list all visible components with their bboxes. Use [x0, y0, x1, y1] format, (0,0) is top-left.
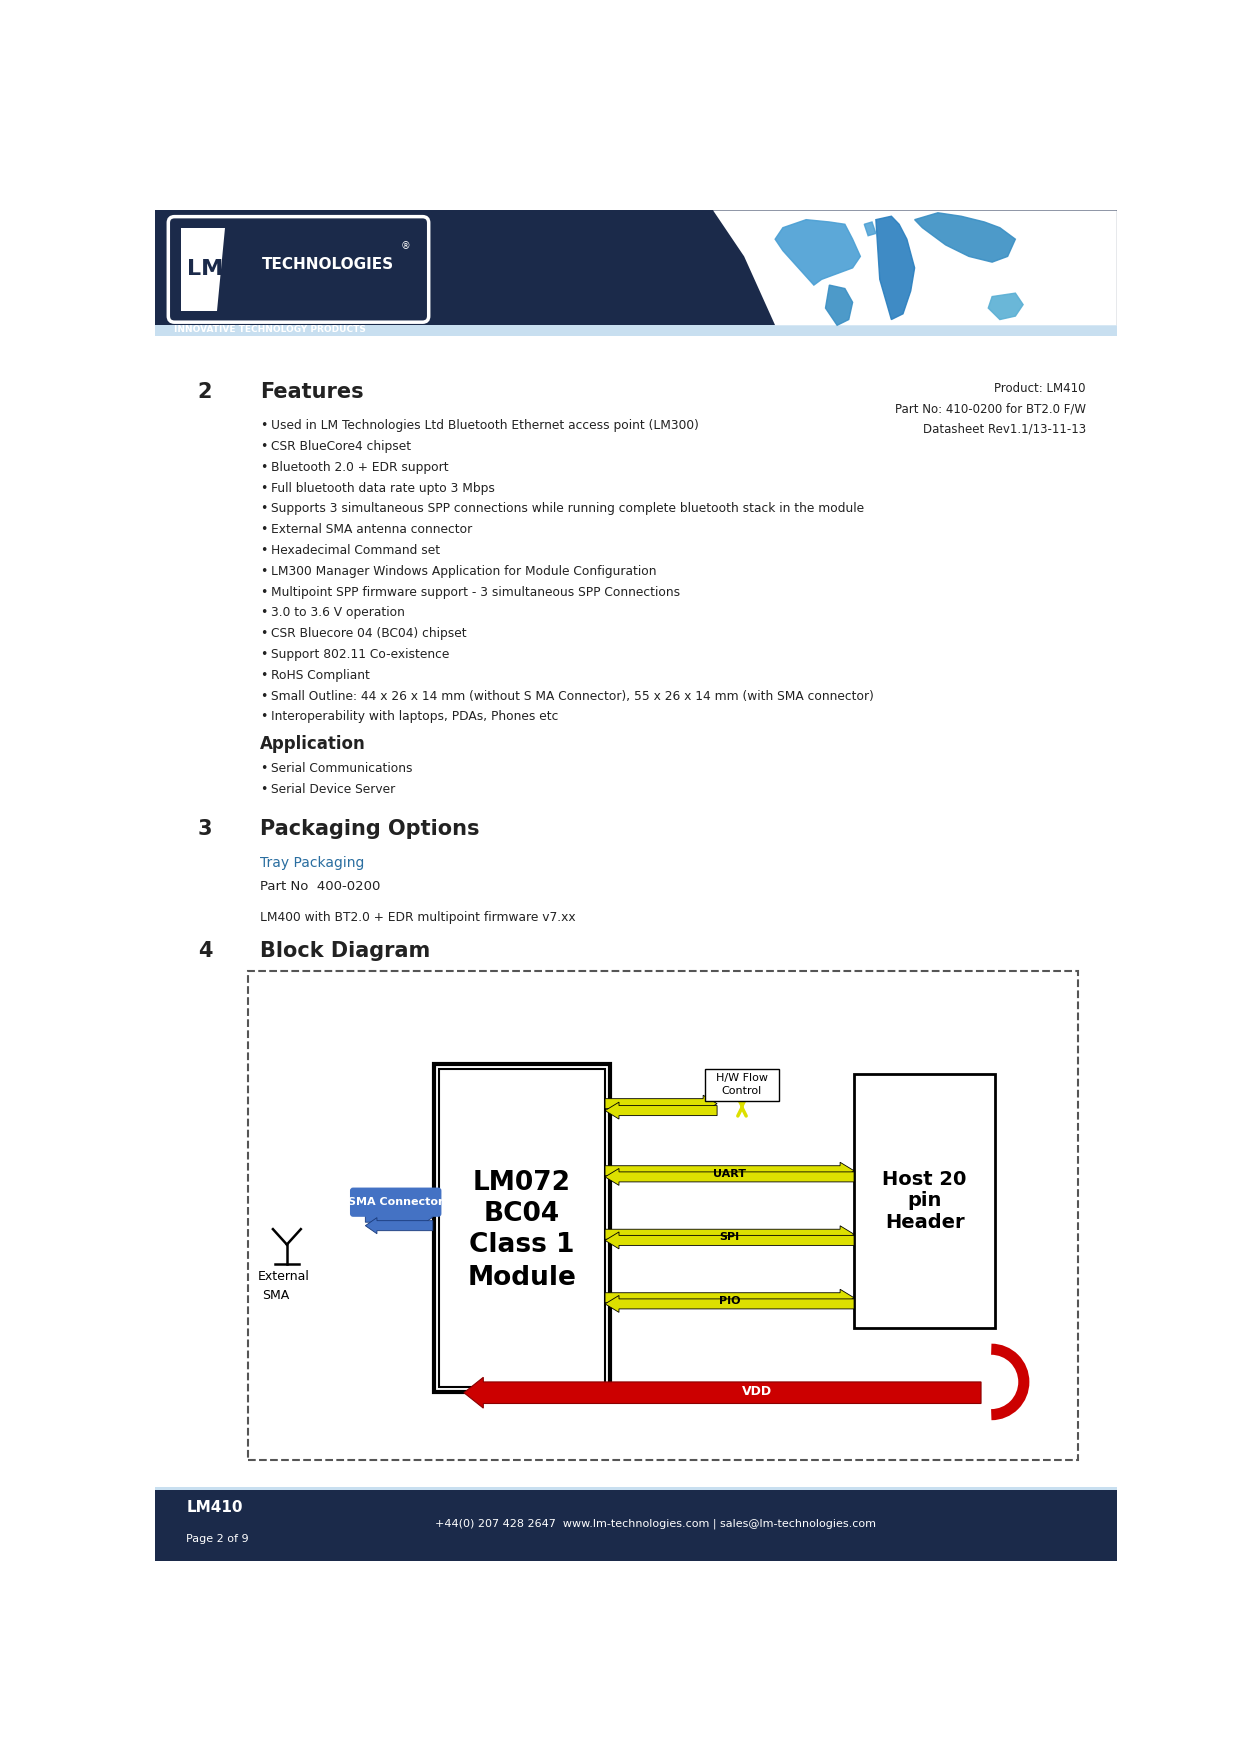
Text: H/W Flow
Control: H/W Flow Control	[716, 1073, 768, 1096]
Text: Hexadecimal Command set: Hexadecimal Command set	[272, 544, 441, 558]
FancyArrow shape	[606, 1231, 854, 1249]
Text: 4: 4	[197, 940, 212, 961]
Text: Class 1: Class 1	[469, 1231, 575, 1258]
Text: Bluetooth 2.0 + EDR support: Bluetooth 2.0 + EDR support	[272, 461, 449, 474]
FancyArrow shape	[606, 1296, 854, 1312]
Bar	[248, 972, 1078, 1459]
FancyArrow shape	[606, 1168, 854, 1186]
Text: •: •	[259, 710, 267, 723]
Text: Part No  400-0200: Part No 400-0200	[259, 881, 380, 893]
Polygon shape	[776, 219, 860, 286]
Text: •: •	[259, 782, 267, 796]
Text: VDD: VDD	[742, 1386, 772, 1398]
Bar	[433, 1063, 611, 1393]
Polygon shape	[988, 293, 1023, 319]
Text: Support 802.11 Co-existence: Support 802.11 Co-existence	[272, 647, 449, 661]
Text: LM072: LM072	[473, 1170, 571, 1196]
Text: •: •	[259, 502, 267, 516]
Text: CSR BlueCore4 chipset: CSR BlueCore4 chipset	[272, 440, 412, 453]
Text: SMA: SMA	[262, 1289, 289, 1301]
Text: 3.0 to 3.6 V operation: 3.0 to 3.6 V operation	[272, 607, 406, 619]
FancyBboxPatch shape	[350, 1187, 442, 1217]
Text: Header: Header	[885, 1214, 964, 1231]
Text: Application: Application	[259, 735, 366, 752]
Text: pin: pin	[907, 1191, 942, 1210]
Text: INNOVATIVE TECHNOLOGY PRODUCTS: INNOVATIVE TECHNOLOGY PRODUCTS	[175, 324, 366, 335]
FancyBboxPatch shape	[169, 217, 428, 323]
FancyArrow shape	[365, 1209, 433, 1226]
Text: Module: Module	[468, 1265, 577, 1291]
Text: •: •	[259, 419, 267, 431]
Text: RoHS Compliant: RoHS Compliant	[272, 668, 370, 682]
Polygon shape	[825, 286, 853, 324]
Text: Full bluetooth data rate upto 3 Mbps: Full bluetooth data rate upto 3 Mbps	[272, 482, 495, 495]
FancyArrow shape	[606, 1094, 717, 1112]
Text: TECHNOLOGIES: TECHNOLOGIES	[262, 258, 395, 272]
Text: Host 20: Host 20	[882, 1170, 967, 1189]
Text: •: •	[259, 628, 267, 640]
Text: Small Outline: 44 x 26 x 14 mm (without S MA Connector), 55 x 26 x 14 mm (with S: Small Outline: 44 x 26 x 14 mm (without …	[272, 689, 874, 703]
Text: UART: UART	[714, 1168, 746, 1179]
Text: +44(0) 207 428 2647  www.lm-technologies.com | sales@lm-technologies.com: +44(0) 207 428 2647 www.lm-technologies.…	[434, 1519, 876, 1529]
Polygon shape	[915, 212, 1015, 261]
Text: •: •	[259, 689, 267, 703]
Text: LM400 with BT2.0 + EDR multipoint firmware v7.xx: LM400 with BT2.0 + EDR multipoint firmwa…	[259, 912, 576, 924]
FancyArrow shape	[365, 1217, 433, 1233]
Text: Tray Packaging: Tray Packaging	[259, 856, 364, 870]
Text: SMA Connector: SMA Connector	[347, 1198, 443, 1207]
Text: •: •	[259, 523, 267, 537]
Text: 3: 3	[197, 819, 212, 838]
Polygon shape	[864, 223, 876, 235]
Bar	[155, 324, 1117, 337]
Bar	[155, 1487, 1117, 1561]
Text: •: •	[259, 647, 267, 661]
Text: Product: LM410
Part No: 410-0200 for BT2.0 F/W
Datasheet Rev1.1/13-11-13: Product: LM410 Part No: 410-0200 for BT2…	[895, 382, 1086, 435]
Text: ®: ®	[401, 240, 410, 251]
Text: LM410: LM410	[186, 1500, 243, 1515]
Text: LM300 Manager Windows Application for Module Configuration: LM300 Manager Windows Application for Mo…	[272, 565, 656, 577]
Text: •: •	[259, 565, 267, 577]
Text: LM: LM	[186, 260, 222, 279]
FancyArrow shape	[606, 1226, 854, 1244]
Text: External: External	[257, 1270, 309, 1282]
Text: Used in LM Technologies Ltd Bluetooth Ethernet access point (LM300): Used in LM Technologies Ltd Bluetooth Et…	[272, 419, 699, 431]
Text: •: •	[259, 761, 267, 775]
Text: Page 2 of 9: Page 2 of 9	[186, 1533, 248, 1544]
Text: Supports 3 simultaneous SPP connections while running complete bluetooth stack i: Supports 3 simultaneous SPP connections …	[272, 502, 865, 516]
Text: PIO: PIO	[719, 1296, 741, 1305]
FancyArrow shape	[606, 1163, 854, 1179]
FancyArrow shape	[464, 1377, 982, 1408]
Text: SPI: SPI	[720, 1233, 740, 1242]
Bar	[155, 210, 1117, 324]
Text: Interoperability with laptops, PDAs, Phones etc: Interoperability with laptops, PDAs, Pho…	[272, 710, 558, 723]
Polygon shape	[876, 216, 915, 319]
Text: •: •	[259, 440, 267, 453]
FancyArrow shape	[606, 1102, 717, 1119]
Text: •: •	[259, 586, 267, 598]
Text: Block Diagram: Block Diagram	[259, 940, 429, 961]
Text: BC04: BC04	[484, 1201, 560, 1228]
Text: Serial Device Server: Serial Device Server	[272, 782, 396, 796]
Text: •: •	[259, 544, 267, 558]
Text: Features: Features	[259, 382, 364, 402]
Bar	[439, 1068, 606, 1387]
Text: Multipoint SPP firmware support - 3 simultaneous SPP Connections: Multipoint SPP firmware support - 3 simu…	[272, 586, 680, 598]
Text: •: •	[259, 668, 267, 682]
FancyArrow shape	[606, 1289, 854, 1307]
Bar	[155, 1487, 1117, 1489]
Bar	[705, 1068, 779, 1102]
Polygon shape	[217, 228, 261, 310]
Text: •: •	[259, 461, 267, 474]
Text: •: •	[259, 607, 267, 619]
Text: 2: 2	[197, 382, 212, 402]
Text: •: •	[259, 482, 267, 495]
Text: External SMA antenna connector: External SMA antenna connector	[272, 523, 473, 537]
Text: Packaging Options: Packaging Options	[259, 819, 479, 838]
Text: Serial Communications: Serial Communications	[272, 761, 413, 775]
Bar	[181, 228, 261, 310]
Polygon shape	[714, 210, 1117, 324]
Bar	[854, 1073, 995, 1328]
Text: CSR Bluecore 04 (BC04) chipset: CSR Bluecore 04 (BC04) chipset	[272, 628, 467, 640]
